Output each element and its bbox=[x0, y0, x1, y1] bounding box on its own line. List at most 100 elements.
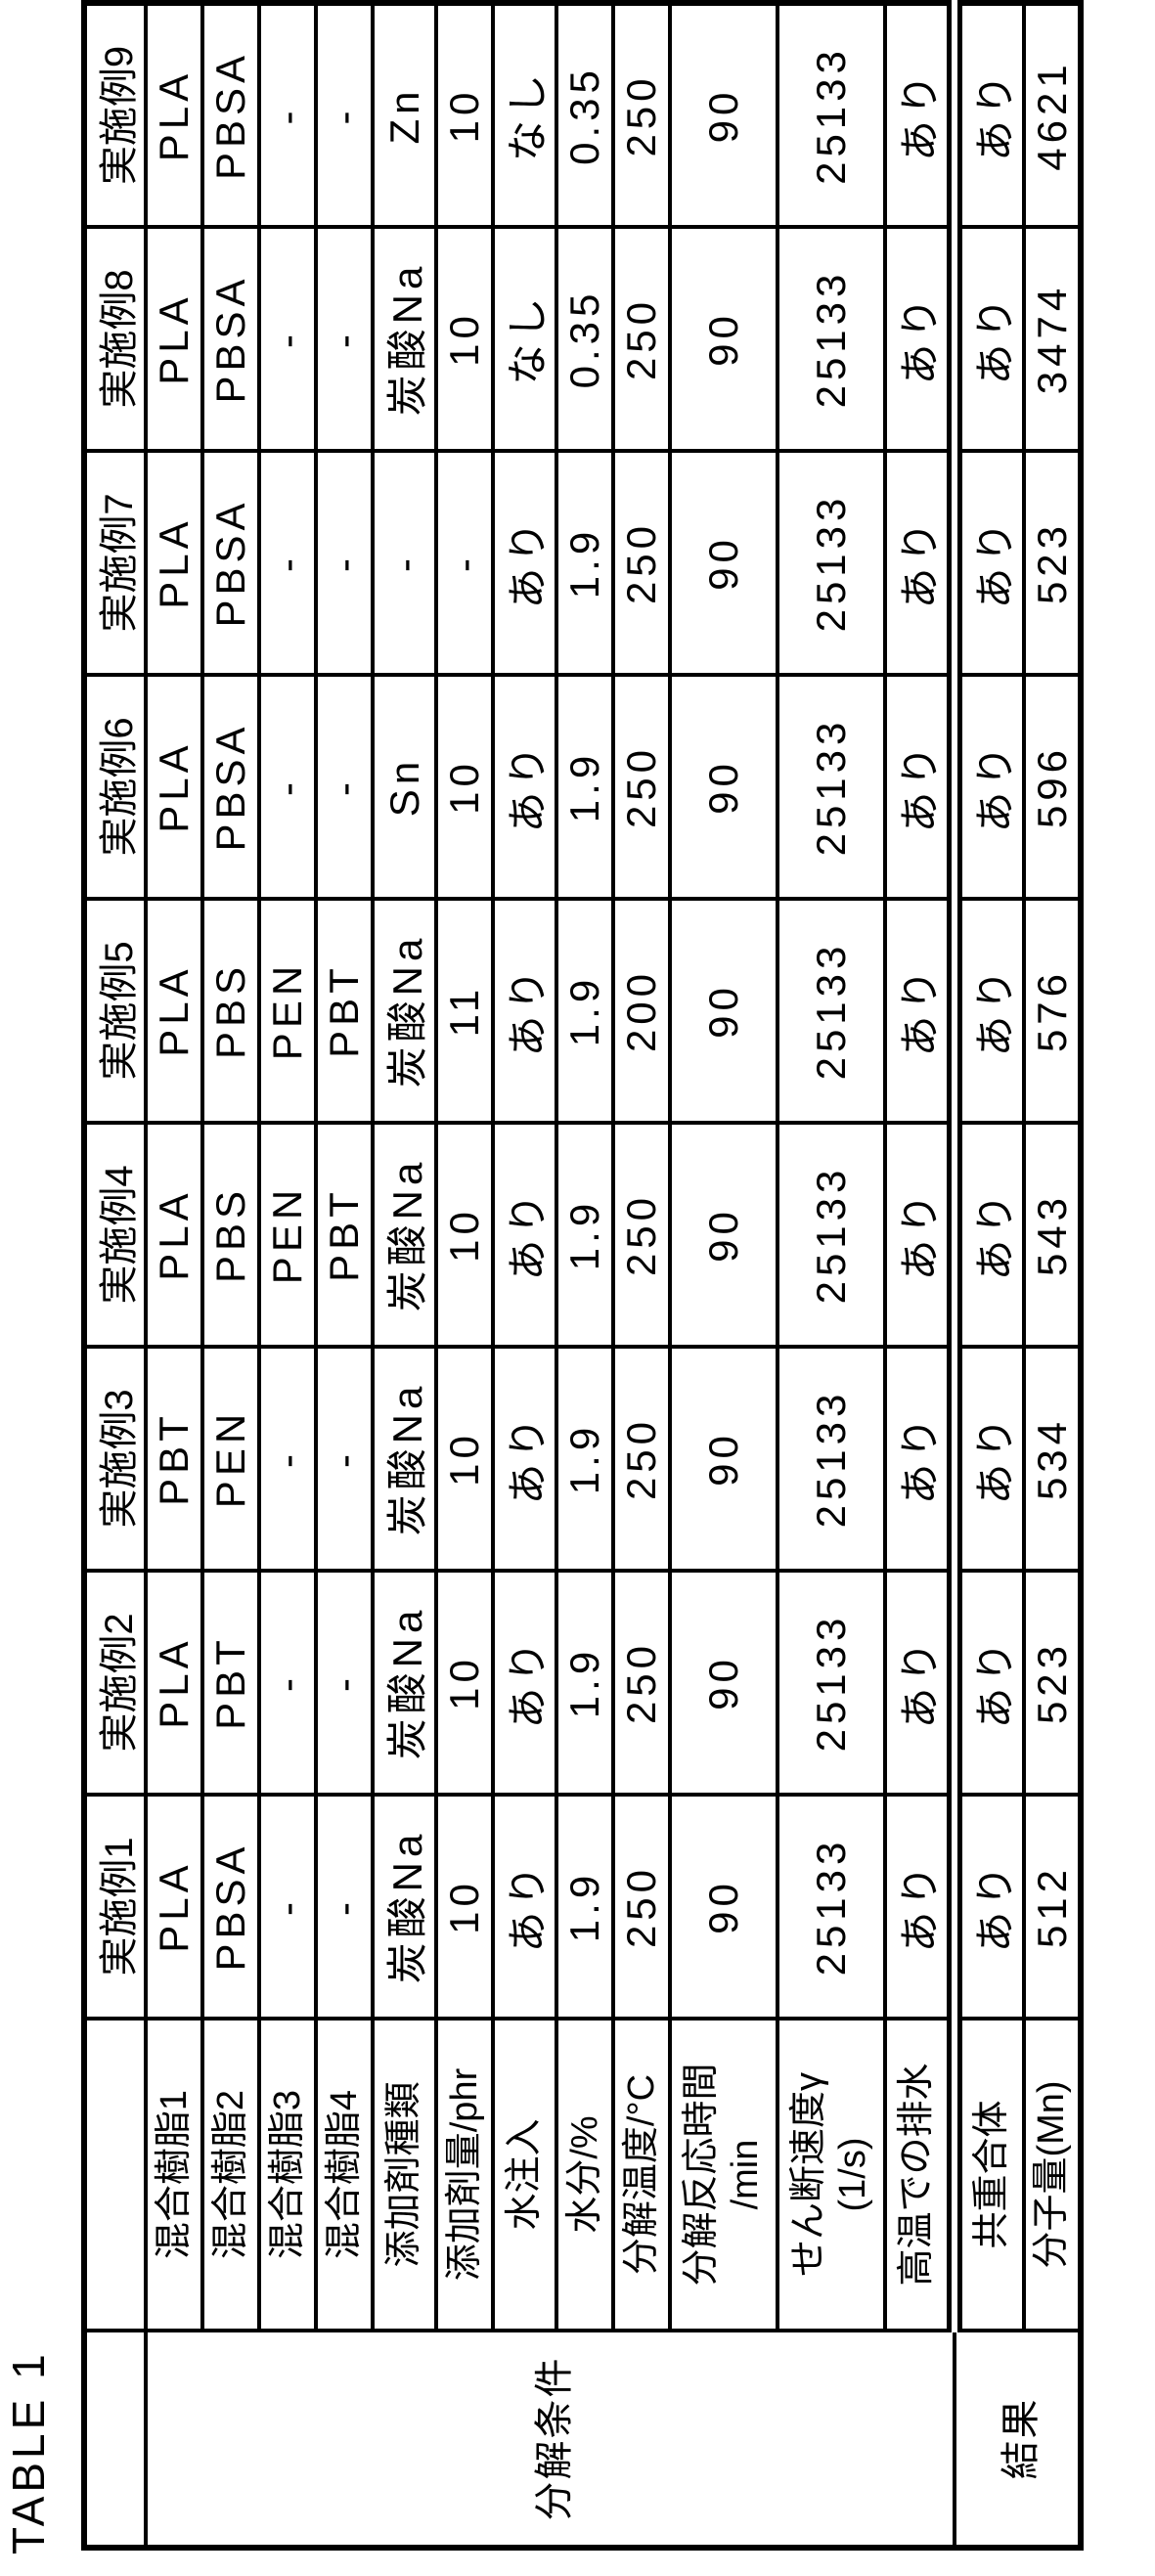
value-cell: - bbox=[316, 1571, 373, 1795]
value-cell: 534 bbox=[1024, 1347, 1081, 1571]
value-cell: 10 bbox=[436, 227, 493, 451]
row-label: 分解反応時間/min bbox=[670, 2019, 777, 2331]
table-row: 混合樹脂2 PBSA PBT PEN PBS PBS PBSA PBSA PBSA PBSA bbox=[202, 3, 259, 2548]
value-cell: PLA bbox=[146, 1571, 202, 1795]
value-cell: 25133 bbox=[777, 899, 885, 1123]
value-cell: Zn bbox=[373, 3, 436, 227]
value-cell: 25133 bbox=[777, 675, 885, 899]
row-label: 共重合体 bbox=[955, 2019, 1024, 2331]
value-cell: PLA bbox=[146, 899, 202, 1123]
value-cell: 3474 bbox=[1024, 227, 1081, 451]
value-cell: あり bbox=[493, 451, 556, 675]
value-cell: 250 bbox=[613, 1347, 670, 1571]
table-caption: TABLE 1 bbox=[3, 2350, 54, 2554]
value-cell: PBSA bbox=[202, 1795, 259, 2019]
value-cell: PBSA bbox=[202, 451, 259, 675]
value-cell: PBSA bbox=[202, 3, 259, 227]
value-cell: 90 bbox=[670, 1795, 777, 2019]
value-cell: 596 bbox=[1024, 675, 1081, 899]
value-cell: - bbox=[436, 451, 493, 675]
value-cell: 25133 bbox=[777, 1795, 885, 2019]
value-cell: あり bbox=[885, 675, 955, 899]
value-cell: あり bbox=[885, 3, 955, 227]
column-header: 実施例2 bbox=[84, 1571, 146, 1795]
value-cell: あり bbox=[955, 899, 1024, 1123]
corner-cell-label bbox=[84, 2019, 146, 2331]
value-cell: 250 bbox=[613, 1123, 670, 1347]
row-group-label: 結果 bbox=[955, 2331, 1081, 2548]
value-cell: - bbox=[316, 1795, 373, 2019]
table-row: せん断速度γ (1/s) 25133 25133 25133 25133 25133 2513… bbox=[777, 3, 885, 2548]
value-cell: PBT bbox=[316, 1123, 373, 1347]
value-cell: - bbox=[373, 451, 436, 675]
value-cell: 炭酸Na bbox=[373, 1571, 436, 1795]
value-cell: - bbox=[316, 675, 373, 899]
row-label: 混合樹脂3 bbox=[259, 2019, 316, 2331]
value-cell: あり bbox=[493, 1347, 556, 1571]
value-cell: あり bbox=[885, 451, 955, 675]
table-row: 分解反応時間/min 90 90 90 90 90 90 90 90 90 bbox=[670, 3, 777, 2548]
value-cell: - bbox=[259, 451, 316, 675]
value-cell: 90 bbox=[670, 1123, 777, 1347]
value-cell: PEN bbox=[259, 899, 316, 1123]
value-cell: 200 bbox=[613, 899, 670, 1123]
table-row: 分子量(Mn) 512 523 534 543 576 596 523 3474 4621 bbox=[1024, 3, 1081, 2548]
column-header: 実施例4 bbox=[84, 1123, 146, 1347]
row-label-line: 添加剤種類 bbox=[383, 2081, 425, 2268]
value-cell: PBT bbox=[146, 1347, 202, 1571]
value-cell: PBSA bbox=[202, 675, 259, 899]
value-cell: - bbox=[259, 227, 316, 451]
value-cell: - bbox=[259, 1571, 316, 1795]
value-cell: PLA bbox=[146, 3, 202, 227]
value-cell: 523 bbox=[1024, 451, 1081, 675]
table-row: 添加剤種類 炭酸Na 炭酸Na 炭酸Na 炭酸Na 炭酸Na Sn - 炭酸Na Zn bbox=[373, 3, 436, 2548]
row-label-line: 混合樹脂2 bbox=[209, 2089, 251, 2260]
column-header: 実施例7 bbox=[84, 451, 146, 675]
value-cell: 250 bbox=[613, 451, 670, 675]
value-cell: 25133 bbox=[777, 3, 885, 227]
value-cell: 1.9 bbox=[556, 451, 613, 675]
column-header: 実施例5 bbox=[84, 899, 146, 1123]
value-cell: 1.9 bbox=[556, 1795, 613, 2019]
table-header-row: 実施例1 実施例2 実施例3 実施例4 実施例5 実施例6 実施例7 実施例8 … bbox=[84, 3, 146, 2548]
value-cell: 25133 bbox=[777, 1571, 885, 1795]
data-table: 実施例1 実施例2 実施例3 実施例4 実施例5 実施例6 実施例7 実施例8 … bbox=[81, 0, 1084, 2551]
value-cell: 1.9 bbox=[556, 1571, 613, 1795]
value-cell: 90 bbox=[670, 1571, 777, 1795]
value-cell: 10 bbox=[436, 1347, 493, 1571]
value-cell: - bbox=[259, 1795, 316, 2019]
column-header: 実施例8 bbox=[84, 227, 146, 451]
row-label-line: 分解温度/°C bbox=[620, 2073, 662, 2276]
row-label-line: 水分/% bbox=[563, 2115, 605, 2234]
value-cell: PBT bbox=[202, 1571, 259, 1795]
row-label-line: 混合樹脂3 bbox=[266, 2089, 308, 2260]
value-cell: あり bbox=[955, 1795, 1024, 2019]
value-cell: 90 bbox=[670, 1347, 777, 1571]
value-cell: なし bbox=[493, 227, 556, 451]
value-cell: PEN bbox=[259, 1123, 316, 1347]
value-cell: あり bbox=[493, 899, 556, 1123]
value-cell: 25133 bbox=[777, 1347, 885, 1571]
value-cell: - bbox=[259, 675, 316, 899]
corner-cell-group bbox=[84, 2331, 146, 2548]
column-header: 実施例3 bbox=[84, 1347, 146, 1571]
value-cell: 11 bbox=[436, 899, 493, 1123]
row-label-line: 混合樹脂1 bbox=[153, 2089, 195, 2260]
value-cell: 10 bbox=[436, 1123, 493, 1347]
row-label: 混合樹脂4 bbox=[316, 2019, 373, 2331]
value-cell: 523 bbox=[1024, 1571, 1081, 1795]
value-cell: 1.9 bbox=[556, 1123, 613, 1347]
row-label: 水分/% bbox=[556, 2019, 613, 2331]
value-cell: 512 bbox=[1024, 1795, 1081, 2019]
value-cell: あり bbox=[885, 899, 955, 1123]
value-cell: あり bbox=[885, 227, 955, 451]
row-label-line: せん断速度γ bbox=[788, 2072, 830, 2278]
value-cell: 25133 bbox=[777, 227, 885, 451]
column-header: 実施例6 bbox=[84, 675, 146, 899]
row-label-line: (1/s) bbox=[832, 2137, 873, 2212]
value-cell: PBS bbox=[202, 899, 259, 1123]
value-cell: 90 bbox=[670, 899, 777, 1123]
value-cell: あり bbox=[955, 1571, 1024, 1795]
value-cell: 10 bbox=[436, 675, 493, 899]
